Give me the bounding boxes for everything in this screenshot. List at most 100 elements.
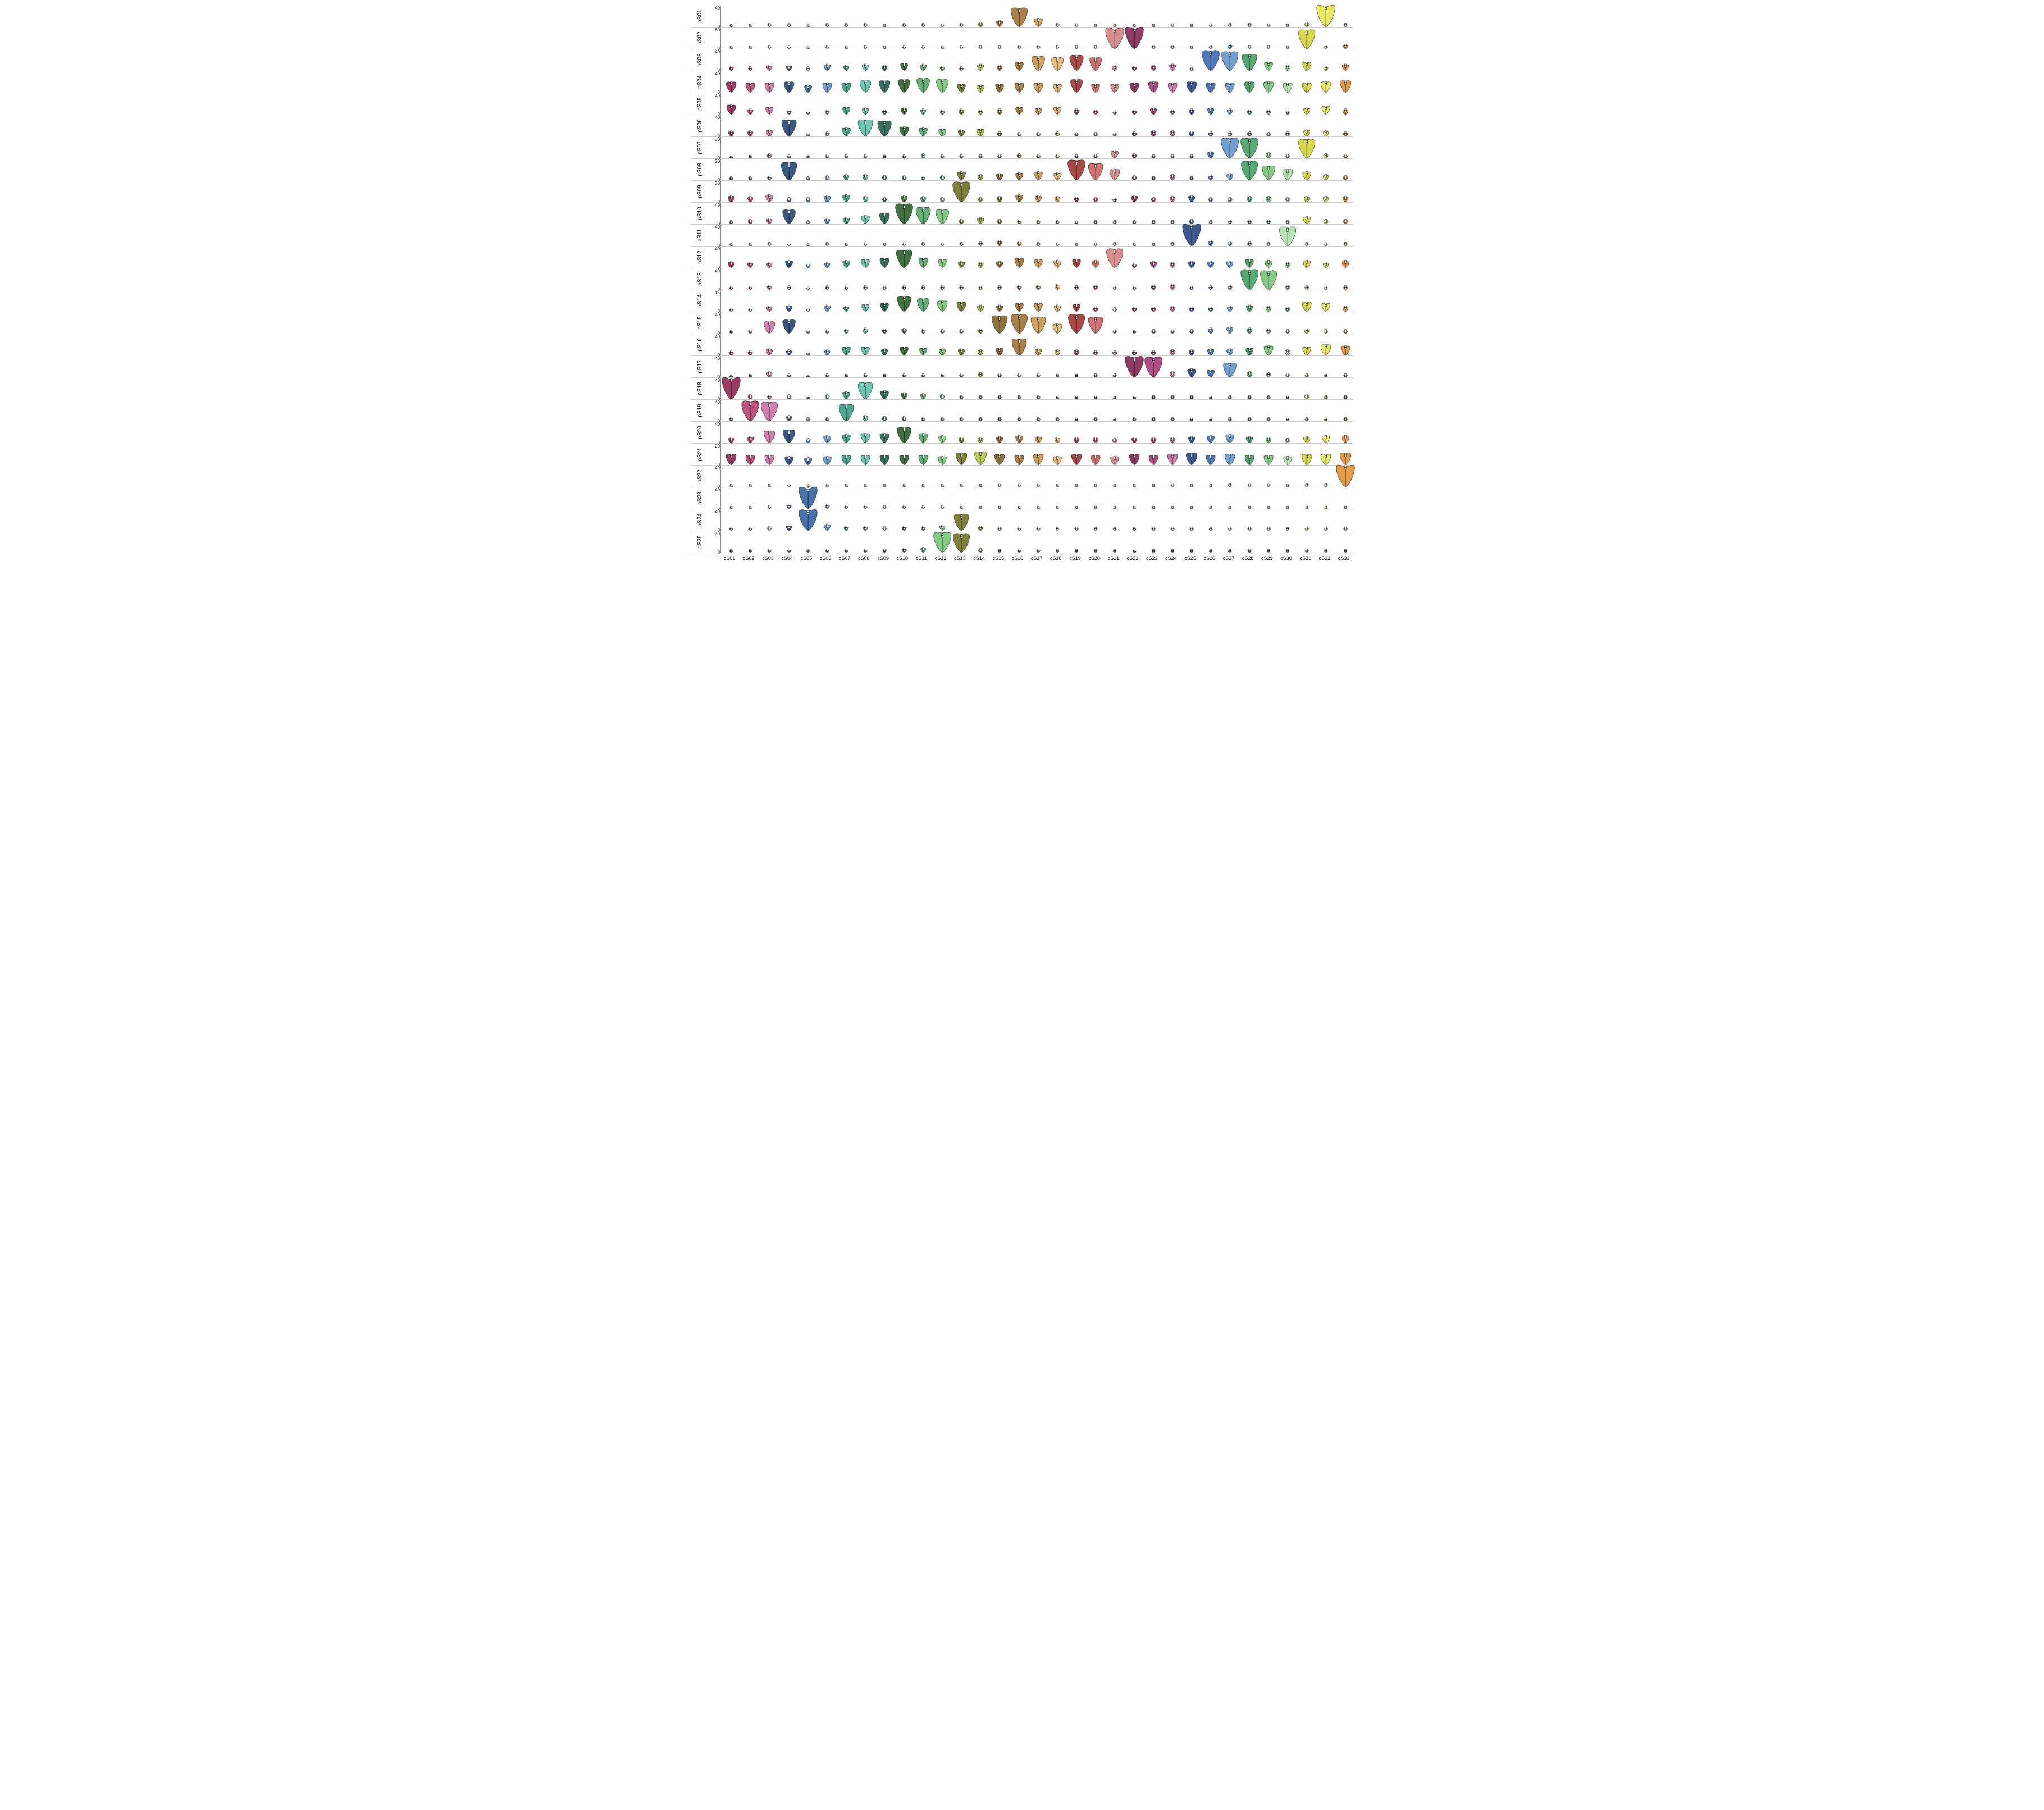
violin-cell [1278,378,1297,399]
violin-cell [1259,444,1278,465]
violin-cell [1067,181,1086,202]
violin-cell [1220,225,1239,246]
x-label: cS29 [1257,553,1276,561]
violin-cell [1048,356,1067,377]
violin-cell [952,290,971,312]
chart-row: pS02600 [691,28,1353,49]
x-label: cS19 [1065,553,1084,561]
violin-cell [990,487,1009,509]
x-label: cS20 [1085,553,1104,561]
violin-cell [1105,6,1124,27]
x-label: cS08 [854,553,873,561]
chart-row: pS10400 [691,203,1353,225]
violin-cell [1086,466,1105,487]
violin-cell [1125,181,1144,202]
violin-cell [1182,28,1201,49]
violin-cell [1086,356,1105,377]
violin-cell [760,531,779,553]
violin-cell [1048,400,1067,421]
x-label: cS18 [1046,553,1065,561]
violin-cell [952,28,971,49]
violin-cell [914,49,933,71]
violin-cell [1336,203,1355,224]
violin-cell [1316,49,1335,71]
violin-cell [741,28,760,49]
violin-cell [1220,137,1239,158]
violin-cell [875,422,894,443]
violin-cell [971,268,990,290]
violin-cell [741,334,760,355]
violin-cell [1182,509,1201,531]
violin-cell [1048,71,1067,93]
row-cells [722,334,1355,355]
violin-cell [779,378,799,399]
violin-cell [1163,247,1182,268]
violin-cell [1163,93,1182,115]
violin-cell [1067,290,1086,312]
violin-cell [933,312,952,334]
violin-cell [760,422,779,443]
violin-cell [1010,71,1029,93]
violin-cell [856,115,875,136]
violin-cell [779,466,799,487]
violin-cell [741,444,760,465]
violin-cell [741,531,760,553]
violin-cell [1336,159,1355,180]
violin-cell [1278,181,1297,202]
violin-cell [875,334,894,355]
violin-cell [1125,290,1144,312]
y-ticks: 400 [709,312,722,334]
row-label: pS25 [689,533,710,551]
violin-cell [1125,115,1144,136]
violin-cell [1144,225,1163,246]
violin-cell [1067,444,1086,465]
violin-cell [1336,247,1355,268]
violin-cell [741,509,760,531]
violin-cell [1067,487,1086,509]
violin-cell [818,71,837,93]
chart-row: pS12400 [691,247,1353,268]
violin-cell [1048,49,1067,71]
violin-cell [990,159,1009,180]
violin-cell [1297,312,1316,334]
violin-cell [1297,115,1316,136]
violin-cell [1010,225,1029,246]
violin-cell [837,93,856,115]
violin-cell [779,49,799,71]
violin-cell [1010,312,1029,334]
violin-cell [1105,378,1124,399]
violin-cell [933,400,952,421]
chart-row: pS22400 [691,466,1353,487]
violin-cell [799,203,818,224]
violin-cell [760,71,779,93]
violin-cell [779,290,799,312]
y-ticks: 400 [709,93,722,115]
violin-cell [1163,290,1182,312]
violin-cell [1067,71,1086,93]
violin-cell [1316,71,1335,93]
violin-cell [856,334,875,355]
violin-cell [1278,422,1297,443]
row-label: pS13 [689,270,710,288]
row-cells [722,203,1355,224]
x-label: cS16 [1008,553,1027,561]
violin-cell [1105,400,1124,421]
violin-cell [1240,290,1259,312]
violin-cell [1220,71,1239,93]
violin-cell [971,334,990,355]
violin-cell [818,159,837,180]
violin-cell [741,93,760,115]
violin-cell [952,181,971,202]
violin-cell [1182,137,1201,158]
violin-cell [1125,444,1144,465]
violin-cell [1240,181,1259,202]
violin-cell [933,28,952,49]
violin-cell [1201,400,1220,421]
violin-cell [1316,400,1335,421]
violin-cell [990,28,1009,49]
violin-cell [914,181,933,202]
violin-cell [837,466,856,487]
violin-cell [722,378,741,399]
violin-cell [760,49,779,71]
x-label: cS23 [1142,553,1161,561]
